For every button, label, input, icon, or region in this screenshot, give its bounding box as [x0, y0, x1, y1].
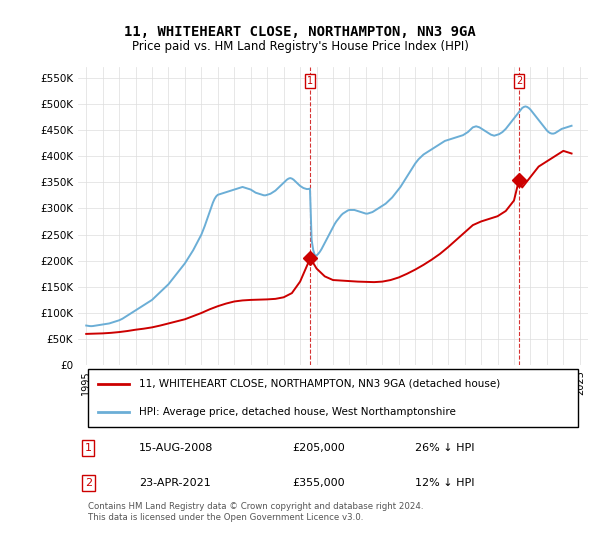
Text: £205,000: £205,000: [292, 443, 345, 453]
Text: 2: 2: [516, 76, 522, 86]
Text: 11, WHITEHEART CLOSE, NORTHAMPTON, NN3 9GA (detached house): 11, WHITEHEART CLOSE, NORTHAMPTON, NN3 9…: [139, 379, 500, 389]
Text: 1: 1: [85, 443, 92, 453]
FancyBboxPatch shape: [88, 368, 578, 427]
Text: Price paid vs. HM Land Registry's House Price Index (HPI): Price paid vs. HM Land Registry's House …: [131, 40, 469, 53]
Text: 15-AUG-2008: 15-AUG-2008: [139, 443, 214, 453]
Text: Contains HM Land Registry data © Crown copyright and database right 2024.
This d: Contains HM Land Registry data © Crown c…: [88, 502, 424, 521]
Text: 12% ↓ HPI: 12% ↓ HPI: [415, 478, 474, 488]
Text: 2: 2: [85, 478, 92, 488]
Text: 23-APR-2021: 23-APR-2021: [139, 478, 211, 488]
Text: 11, WHITEHEART CLOSE, NORTHAMPTON, NN3 9GA: 11, WHITEHEART CLOSE, NORTHAMPTON, NN3 9…: [124, 25, 476, 39]
Text: £355,000: £355,000: [292, 478, 345, 488]
Text: 1: 1: [307, 76, 313, 86]
Text: HPI: Average price, detached house, West Northamptonshire: HPI: Average price, detached house, West…: [139, 407, 456, 417]
Text: 26% ↓ HPI: 26% ↓ HPI: [415, 443, 474, 453]
